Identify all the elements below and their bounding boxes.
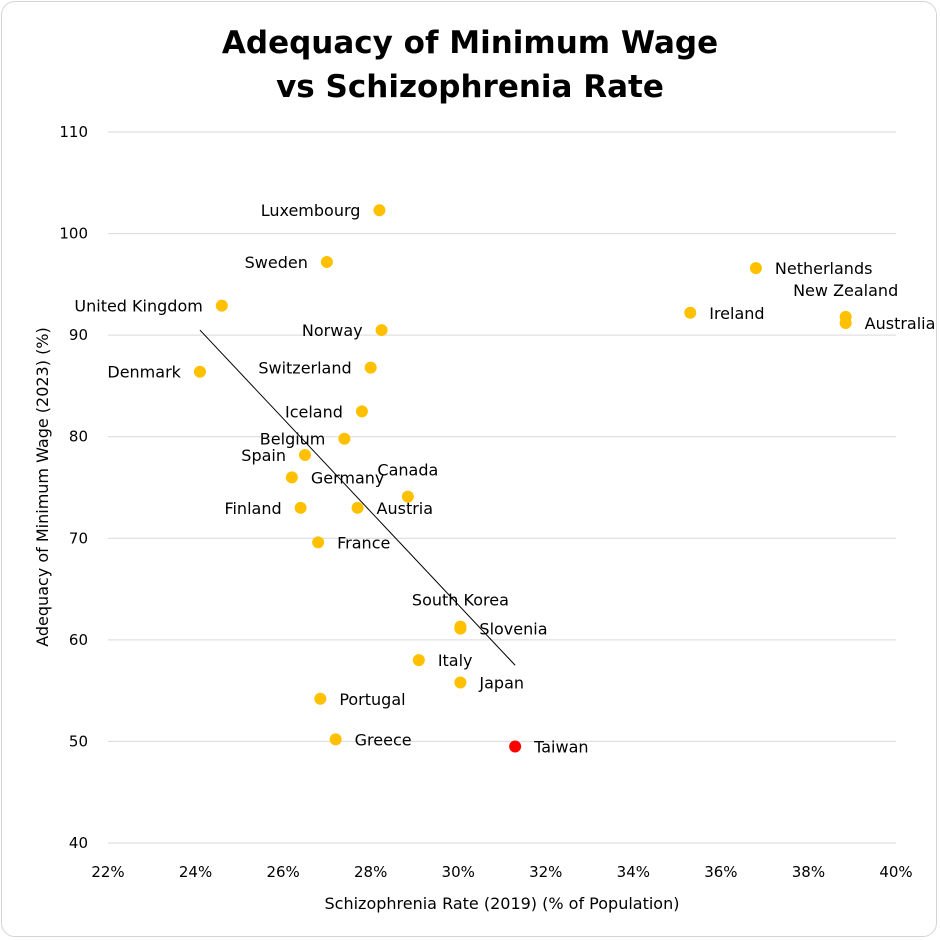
label-norway: Norway [302,321,363,340]
point-austria [351,501,364,514]
point-australia [839,316,852,329]
point-japan [454,676,467,689]
y-tick-label-70: 70 [69,529,88,547]
label-ireland: Ireland [709,304,764,323]
point-luxembourg [373,204,386,217]
x-tick-label-38: 38% [792,863,825,881]
x-tick-label-22: 22% [91,863,124,881]
point-labels: Luxembourg Sweden United Kingdom Norway Swit… [74,201,935,756]
point-switzerland [364,361,377,374]
label-sweden: Sweden [245,253,308,272]
label-south-korea: South Korea [412,591,509,610]
data-points [193,204,852,753]
y-tick-label-80: 80 [69,428,88,446]
trendline [199,329,516,666]
point-denmark [193,365,206,378]
trendline-layer [199,329,516,666]
label-luxembourg: Luxembourg [261,201,361,220]
point-greece [329,733,342,746]
label-belgium: Belgium [260,430,326,449]
label-portugal: Portugal [339,690,405,709]
point-netherlands [749,262,762,275]
point-france [312,536,325,549]
point-italy [412,654,425,667]
label-netherlands: Netherlands [775,259,873,278]
point-germany [285,471,298,484]
y-tick-label-90: 90 [69,326,88,344]
x-tick-label-28: 28% [354,863,387,881]
label-austria: Austria [377,499,434,518]
label-spain: Spain [241,446,286,465]
label-slovenia: Slovenia [479,620,547,639]
y-tick-label-100: 100 [59,225,88,243]
label-japan: Japan [478,674,524,693]
point-ireland [684,306,697,319]
label-united-kingdom: United Kingdom [74,297,202,316]
point-belgium [338,432,351,445]
point-canada [401,490,414,503]
point-iceland [355,405,368,418]
point-portugal [314,692,327,705]
x-tick-label-40: 40% [879,863,912,881]
x-axis-label: Schizophrenia Rate (2019) (% of Populati… [325,894,680,913]
chart-title-line-1: Adequacy of Minimum Wage [222,25,718,61]
label-france: France [337,533,390,552]
label-new-zealand: New Zealand [793,281,898,300]
point-sweden [320,256,333,269]
y-tick-label-110: 110 [59,123,88,141]
x-tick-label-30: 30% [442,863,475,881]
label-italy: Italy [438,651,473,670]
x-tick-label-24: 24% [179,863,212,881]
chart-title-line-2: vs Schizophrenia Rate [276,69,664,105]
y-axis-label: Adequacy of Minimum Wage (2023) (%) [33,327,52,647]
x-tick-label-32: 32% [529,863,562,881]
x-tick-label-26: 26% [266,863,299,881]
x-tick-label-34: 34% [617,863,650,881]
label-denmark: Denmark [107,363,181,382]
point-finland [294,501,307,514]
point-spain [299,448,311,461]
y-tick-label-50: 50 [69,732,88,750]
tick-labels: 40 50 60 70 80 90 100 110 22% 24% 26% 28% 30% 32% 34% 3… [59,123,912,881]
y-tick-label-40: 40 [69,834,88,852]
label-australia: Australia [865,314,936,333]
label-finland: Finland [224,499,281,518]
label-greece: Greece [355,730,412,749]
x-tick-label-36: 36% [704,863,737,881]
label-canada: Canada [377,461,438,480]
point-taiwan [509,740,522,753]
point-norway [375,324,388,337]
label-switzerland: Switzerland [258,359,351,378]
label-iceland: Iceland [285,402,343,421]
point-slovenia [454,622,467,635]
label-taiwan: Taiwan [533,738,588,757]
label-germany: Germany [311,468,385,487]
gridlines [108,131,896,844]
y-tick-label-60: 60 [69,631,88,649]
point-united-kingdom [215,299,228,312]
